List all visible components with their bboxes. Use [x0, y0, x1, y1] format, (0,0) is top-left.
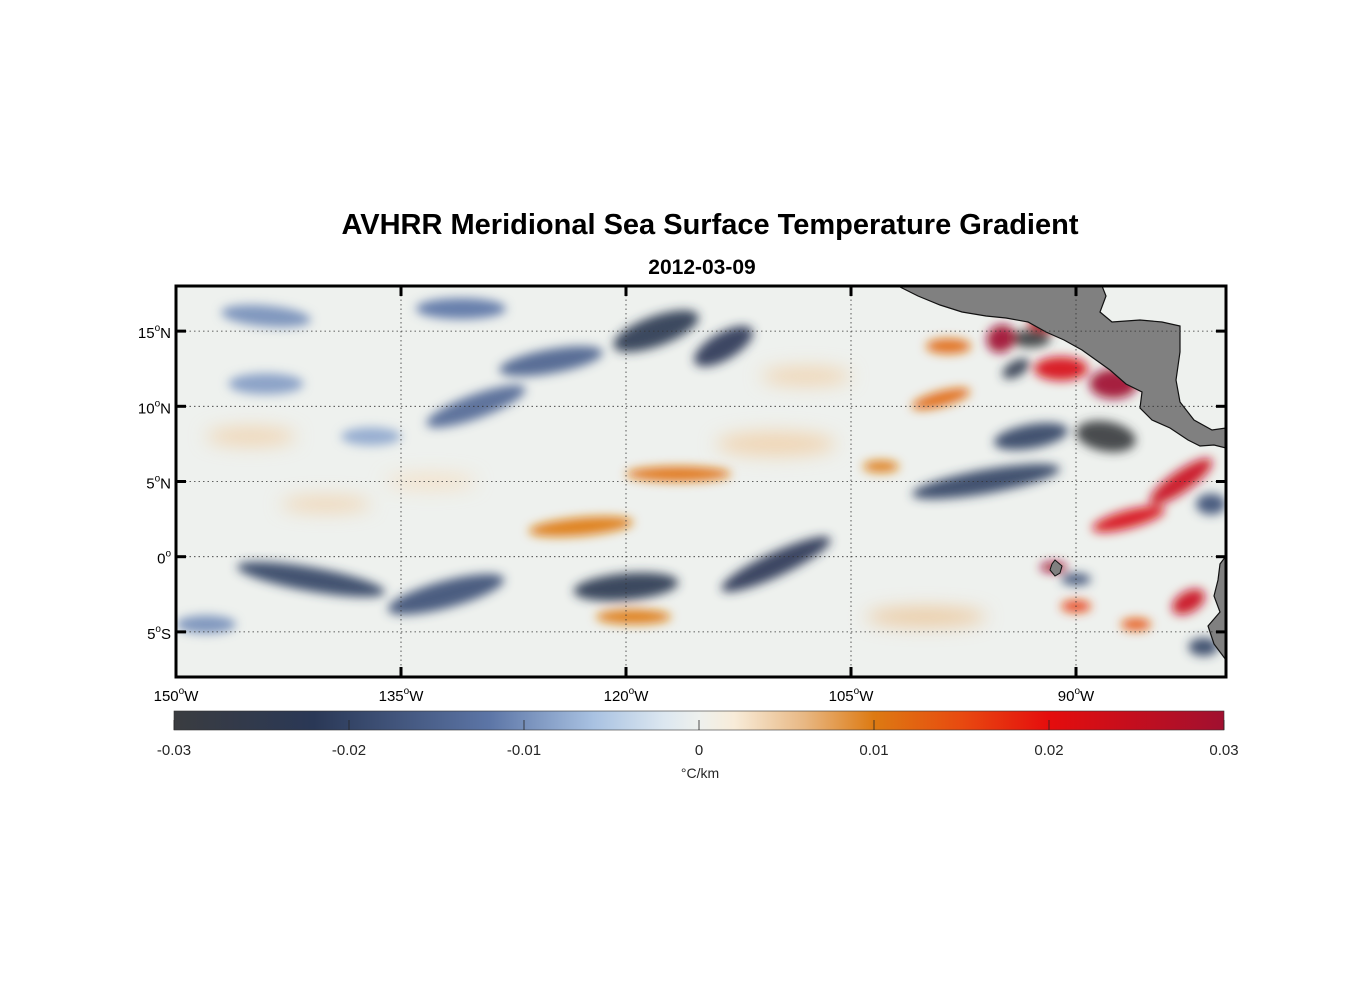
latitude-label: 5oN	[146, 474, 171, 493]
colorbar-tick-label: -0.03	[157, 742, 191, 759]
positive-gradient-feature	[1172, 589, 1205, 615]
negative-gradient-feature	[994, 422, 1068, 450]
positive-gradient-feature	[761, 367, 851, 386]
positive-gradient-feature	[1034, 356, 1088, 381]
latitude-labels: 15oN 10oN 5oN 0o 5oS	[138, 323, 172, 643]
latitude-label: 0o	[157, 549, 171, 568]
positive-gradient-feature	[281, 496, 371, 512]
positive-gradient-feature	[866, 607, 986, 626]
positive-gradient-feature	[911, 388, 971, 410]
positive-gradient-feature	[596, 609, 671, 625]
negative-gradient-feature	[1002, 358, 1030, 379]
colorbar-tick-label: 0.03	[1209, 742, 1238, 759]
positive-gradient-feature	[863, 460, 899, 473]
latitude-label: 10oN	[138, 398, 171, 417]
negative-gradient-feature	[176, 615, 236, 634]
longitude-label: 90oW	[1058, 686, 1095, 705]
negative-gradient-feature	[1011, 329, 1051, 348]
map-panel: 15oN 10oN 5oN 0o 5oS 150oW 135oW 120oW 105oW 90o…	[138, 284, 1228, 705]
longitude-labels: 150oW 135oW 120oW 105oW 90oW	[154, 686, 1095, 705]
negative-gradient-feature	[613, 310, 699, 352]
negative-gradient-feature	[1076, 420, 1136, 453]
negative-gradient-feature	[573, 572, 679, 602]
colorbar-unit-label: °C/km	[681, 765, 719, 781]
negative-gradient-feature	[499, 346, 603, 377]
negative-gradient-feature	[341, 427, 401, 446]
negative-gradient-feature	[721, 536, 831, 592]
negative-gradient-feature	[1196, 493, 1226, 515]
colorbar-tick-label: 0.02	[1034, 742, 1063, 759]
negative-gradient-feature	[221, 304, 311, 328]
positive-gradient-feature	[716, 431, 836, 456]
negative-gradient-feature	[237, 561, 385, 597]
positive-gradient-feature	[926, 338, 971, 354]
positive-gradient-feature	[386, 474, 476, 489]
positive-gradient-feature	[626, 466, 731, 482]
longitude-label: 150oW	[154, 686, 200, 705]
central-america-landmass	[897, 286, 1226, 449]
colorbar-tick-label: -0.01	[507, 742, 541, 759]
longitude-label: 105oW	[829, 686, 875, 705]
figure-subtitle: 2012-03-09	[648, 256, 755, 279]
colorbar-tick-label: 0.01	[859, 742, 888, 759]
positive-gradient-feature	[528, 516, 634, 537]
longitude-label: 120oW	[604, 686, 650, 705]
colorbar-ticks: -0.03 -0.02 -0.01 0 0.01 0.02 0.03	[157, 720, 1239, 759]
positive-gradient-feature	[1121, 618, 1151, 631]
negative-gradient-feature	[228, 373, 304, 395]
figure-title: AVHRR Meridional Sea Surface Temperature…	[341, 209, 1078, 241]
latitude-label: 5oS	[147, 624, 171, 643]
gradient-field-soft	[206, 367, 986, 626]
positive-gradient-feature	[206, 427, 296, 446]
negative-gradient-feature	[426, 385, 526, 428]
latitude-label: 15oN	[138, 323, 171, 342]
south-america-landmass	[1207, 555, 1226, 661]
galapagos-island	[1049, 559, 1063, 577]
negative-gradient-feature	[1188, 637, 1219, 656]
colorbar-tick-label: 0	[695, 742, 703, 759]
longitude-label: 135oW	[379, 686, 425, 705]
positive-gradient-feature	[1092, 506, 1165, 533]
positive-gradient-feature	[986, 324, 1016, 353]
negative-gradient-feature	[416, 298, 506, 320]
map-frame	[174, 284, 1228, 679]
colorbar-tick-label: -0.02	[332, 742, 366, 759]
negative-gradient-feature	[694, 325, 753, 367]
negative-gradient-feature	[387, 574, 505, 615]
colorbar: -0.03 -0.02 -0.01 0 0.01 0.02 0.03 °C/km	[157, 710, 1239, 781]
